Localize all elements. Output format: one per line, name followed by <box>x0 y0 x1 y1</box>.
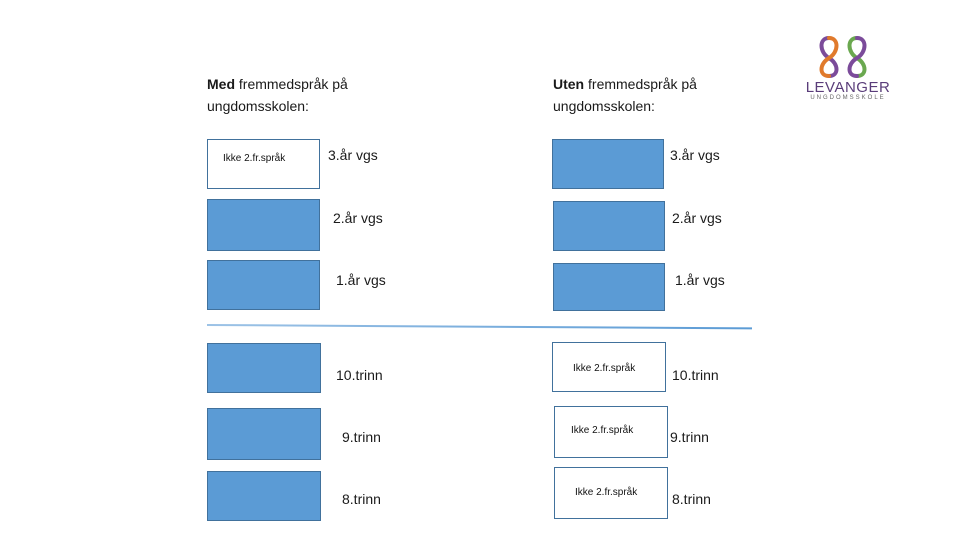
right-level-vgs2: 2.år vgs <box>672 210 722 226</box>
left-box-trinn9 <box>207 408 321 460</box>
right-box-vgs2 <box>553 201 665 251</box>
left-heading-bold: Med <box>207 76 235 92</box>
right-level-vgs3: 3.år vgs <box>670 147 720 163</box>
left-level-trinn9: 9.trinn <box>342 429 381 445</box>
right-box-vgs3 <box>552 139 664 189</box>
right-box-trinn10: Ikke 2.fr.språk <box>552 342 666 392</box>
right-box-trinn8-label: Ikke 2.fr.språk <box>575 487 638 498</box>
right-heading-line2: ungdomsskolen: <box>553 98 655 114</box>
left-box-vgs3-label: Ikke 2.fr.språk <box>223 153 286 164</box>
left-box-vgs1 <box>207 260 320 310</box>
left-box-trinn10 <box>207 343 321 393</box>
left-heading-text: fremmedspråk på <box>235 76 348 92</box>
left-box-trinn8 <box>207 471 321 521</box>
right-box-trinn8: Ikke 2.fr.språk <box>554 467 668 519</box>
right-heading: Uten fremmedspråk på ungdomsskolen: <box>553 73 697 117</box>
right-box-vgs1 <box>553 263 665 311</box>
right-heading-text: fremmedspråk på <box>584 76 697 92</box>
left-level-vgs3: 3.år vgs <box>328 147 378 163</box>
left-level-vgs2: 2.år vgs <box>333 210 383 226</box>
levanger-logo-icon <box>819 36 867 78</box>
left-level-trinn10: 10.trinn <box>336 367 383 383</box>
right-level-trinn8: 8.trinn <box>672 491 711 507</box>
left-heading-line2: ungdomsskolen: <box>207 98 309 114</box>
logo-wordmark: LEVANGER <box>805 79 891 96</box>
right-level-trinn10: 10.trinn <box>672 367 719 383</box>
right-level-trinn9: 9.trinn <box>670 429 709 445</box>
right-box-trinn9-label: Ikke 2.fr.språk <box>571 425 634 436</box>
right-box-trinn10-label: Ikke 2.fr.språk <box>573 363 636 374</box>
divider-line <box>206 324 752 330</box>
left-heading: Med fremmedspråk på ungdomsskolen: <box>207 73 348 117</box>
left-level-vgs1: 1.år vgs <box>336 272 386 288</box>
left-box-vgs2 <box>207 199 320 251</box>
right-box-trinn9: Ikke 2.fr.språk <box>554 406 668 458</box>
left-box-vgs3: Ikke 2.fr.språk <box>207 139 320 189</box>
left-level-trinn8: 8.trinn <box>342 491 381 507</box>
right-level-vgs1: 1.år vgs <box>675 272 725 288</box>
right-heading-bold: Uten <box>553 76 585 92</box>
logo-subtitle: UNGDOMSSKOLE <box>810 95 886 101</box>
